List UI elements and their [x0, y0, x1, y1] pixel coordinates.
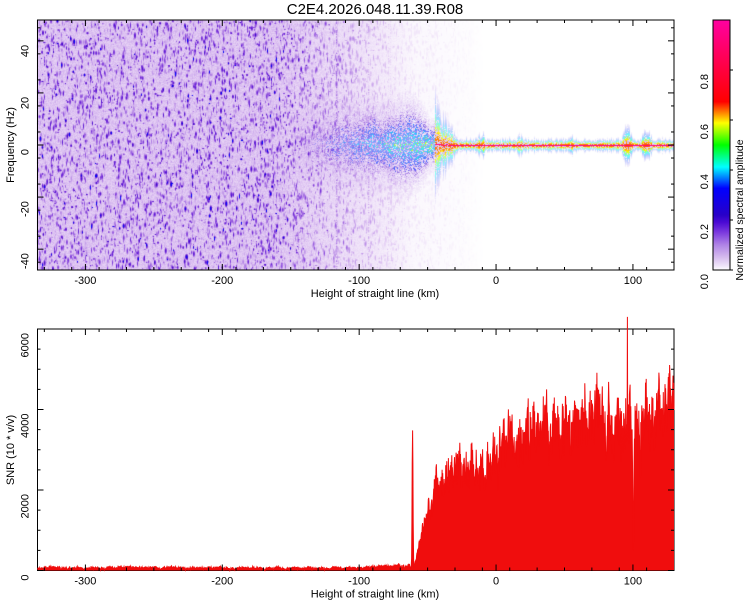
svg-text:100: 100: [624, 275, 642, 287]
svg-text:0: 0: [493, 576, 499, 588]
svg-text:C2E4.2026.048.11.39.R08: C2E4.2026.048.11.39.R08: [287, 1, 464, 18]
svg-text:Normalized spectral amplitude: Normalized spectral amplitude: [734, 139, 746, 280]
svg-text:Height of straight line (km): Height of straight line (km): [311, 288, 439, 300]
svg-text:-100: -100: [348, 576, 370, 588]
svg-text:0.4: 0.4: [699, 174, 711, 189]
svg-text:0.6: 0.6: [699, 124, 711, 139]
svg-text:4000: 4000: [20, 414, 32, 438]
svg-text:0: 0: [20, 575, 32, 581]
svg-text:2000: 2000: [20, 494, 32, 518]
svg-text:100: 100: [624, 576, 642, 588]
svg-text:-300: -300: [74, 275, 96, 287]
svg-text:40: 40: [20, 45, 32, 57]
svg-text:SNR (10 * v/v): SNR (10 * v/v): [5, 415, 17, 485]
svg-text:-200: -200: [211, 275, 233, 287]
svg-text:0: 0: [20, 149, 32, 155]
svg-text:-200: -200: [211, 576, 233, 588]
svg-text:-300: -300: [74, 576, 96, 588]
svg-text:20: 20: [20, 97, 32, 109]
svg-text:0.0: 0.0: [699, 274, 711, 289]
svg-text:6000: 6000: [20, 333, 32, 357]
svg-text:-100: -100: [348, 275, 370, 287]
svg-text:-40: -40: [20, 253, 32, 269]
svg-text:Height of straight line (km): Height of straight line (km): [311, 589, 439, 600]
svg-text:-20: -20: [20, 201, 32, 217]
svg-text:0.2: 0.2: [699, 224, 711, 239]
svg-text:0.8: 0.8: [699, 74, 711, 89]
svg-text:0: 0: [493, 275, 499, 287]
svg-text:Frequency (Hz): Frequency (Hz): [5, 107, 17, 183]
